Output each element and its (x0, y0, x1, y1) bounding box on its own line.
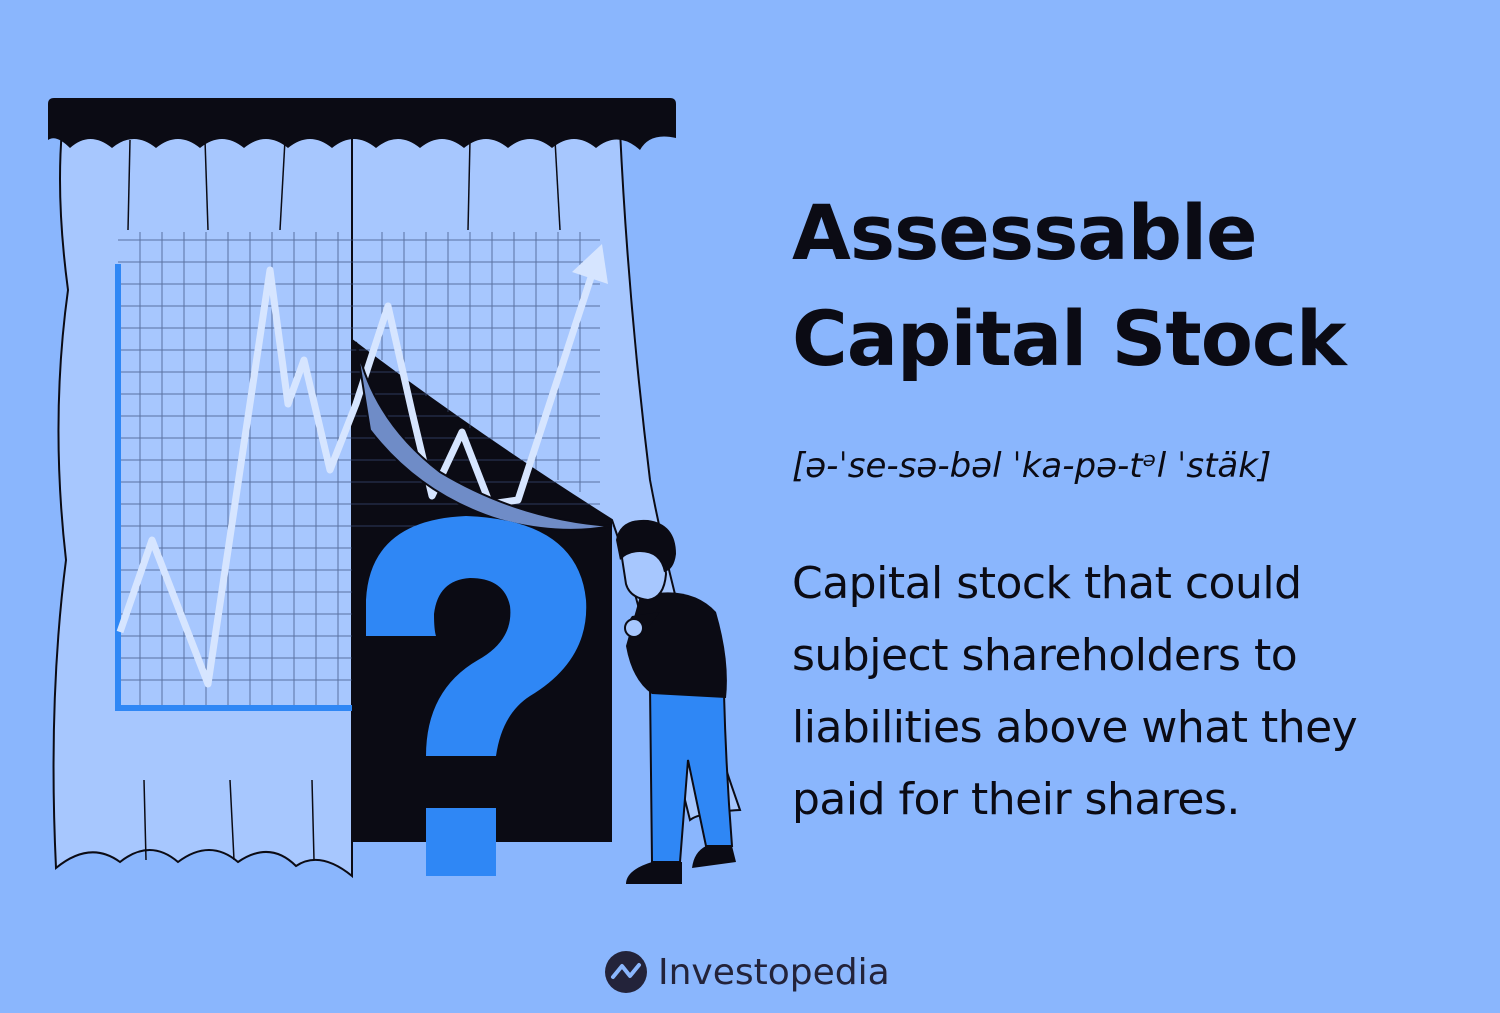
definition-line-1: Capital stock that could (792, 558, 1302, 609)
curtain-valance (48, 98, 676, 150)
definition-line-4: paid for their shares. (792, 774, 1240, 825)
person-peeking-icon (616, 519, 736, 884)
curtain-folds (127, 139, 561, 861)
definition-text: Capital stock that could subject shareho… (792, 548, 1482, 836)
title-line-2: Capital Stock (792, 294, 1347, 383)
curtain-left-panel (52, 129, 353, 879)
curtain-peel-edge (355, 341, 613, 531)
chart-grid (118, 232, 600, 706)
definition-line-3: liabilities above what they (792, 702, 1358, 753)
curtain-reveal-illustration (48, 98, 742, 884)
title-line-1: Assessable (792, 188, 1258, 277)
brand-name: Investopedia (658, 951, 890, 993)
question-mark-dot (426, 808, 496, 876)
question-mark-icon (366, 516, 587, 756)
brand-logo-lockup: Investopedia (604, 944, 890, 1000)
page-title: Assessable Capital Stock (792, 180, 1347, 392)
investopedia-logo-icon (605, 951, 647, 993)
chart-arrow-head (572, 244, 608, 284)
pronunciation: [ə-ˈse-sə-bəl ˈka-pə-tᵊl ˈstäk] (792, 446, 1272, 486)
chart-axes (115, 264, 352, 711)
chart-line (116, 260, 600, 688)
definition-line-2: subject shareholders to (792, 630, 1298, 681)
